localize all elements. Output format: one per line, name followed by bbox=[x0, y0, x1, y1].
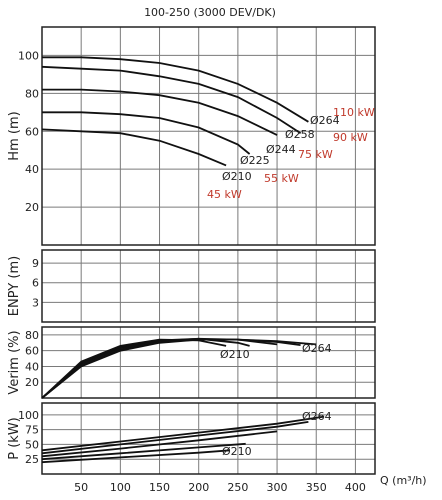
x-tick-label: 100 bbox=[110, 481, 131, 494]
power-curve-d244 bbox=[41, 430, 278, 458]
head-curve-d258 bbox=[41, 65, 302, 134]
efficiency-y-tick-label: 40 bbox=[25, 360, 39, 373]
x-tick-label: 400 bbox=[345, 481, 366, 494]
power-y-axis-label: P (kW) bbox=[7, 417, 22, 460]
head-y-tick-label: 60 bbox=[25, 125, 39, 138]
head-power-label: 45 kW bbox=[207, 188, 242, 201]
head-diameter-label: Ø258 bbox=[285, 128, 315, 141]
npsh-y-tick-label: 3 bbox=[32, 296, 39, 309]
power-y-tick-label: 25 bbox=[25, 453, 39, 466]
power-y-tick-label: 50 bbox=[25, 438, 39, 451]
x-tick-label: 350 bbox=[306, 481, 327, 494]
head-power-label: 90 kW bbox=[333, 131, 368, 144]
head-curve-d244 bbox=[42, 88, 278, 136]
head-y-tick-label: 100 bbox=[18, 49, 39, 62]
efficiency-y-axis-label: Verim (%) bbox=[7, 330, 22, 394]
x-tick-label: 250 bbox=[227, 481, 248, 494]
head-power-label: 55 kW bbox=[264, 172, 299, 185]
head-curve-d225 bbox=[42, 111, 251, 155]
head-diameter-label: Ø244 bbox=[266, 143, 296, 156]
power-diameter-label: Ø210 bbox=[222, 445, 252, 458]
power-y-tick-label: 100 bbox=[18, 409, 39, 422]
chart-title: 100-250 (3000 DEV/DK) bbox=[144, 6, 276, 19]
head-y-tick-label: 40 bbox=[25, 163, 39, 176]
npsh-y-tick-label: 9 bbox=[32, 257, 39, 270]
power-y-tick-label: 75 bbox=[25, 424, 39, 437]
head-diameter-label: Ø225 bbox=[240, 154, 270, 167]
head-y-tick-label: 80 bbox=[25, 87, 39, 100]
power-curve-d264 bbox=[41, 415, 325, 452]
power-curve-d210 bbox=[41, 449, 231, 464]
efficiency-curve-d264 bbox=[41, 338, 317, 399]
head-power-label: 110 kW bbox=[333, 106, 375, 119]
power-frame bbox=[41, 402, 376, 475]
efficiency-y-tick-label: 20 bbox=[25, 376, 39, 389]
head-diameter-label: Ø264 bbox=[310, 114, 340, 127]
x-tick-label: 50 bbox=[74, 481, 88, 494]
power-curve-d258 bbox=[41, 421, 309, 455]
head-y-axis-label: Hm (m) bbox=[7, 111, 22, 160]
x-tick-label: 300 bbox=[267, 481, 288, 494]
x-tick-label: 150 bbox=[149, 481, 170, 494]
npsh-y-axis-label: ENPY (m) bbox=[7, 256, 22, 316]
head-frame bbox=[41, 26, 376, 246]
efficiency-y-tick-label: 60 bbox=[25, 345, 39, 358]
efficiency-diameter-label: Ø210 bbox=[220, 348, 250, 361]
head-curve-d264 bbox=[42, 56, 309, 123]
x-axis-label: Q (m³/h) bbox=[380, 474, 427, 487]
head-curve-d210 bbox=[41, 128, 227, 167]
power-curve-d225 bbox=[41, 442, 246, 461]
efficiency-curve-d210 bbox=[41, 338, 227, 399]
efficiency-frame bbox=[41, 326, 376, 399]
efficiency-y-tick-label: 80 bbox=[25, 329, 39, 342]
x-tick-label: 200 bbox=[188, 481, 209, 494]
head-power-label: 75 kW bbox=[298, 148, 333, 161]
npsh-y-tick-label: 6 bbox=[32, 277, 39, 290]
npsh-panel: 3 6 9 ENPY (m) bbox=[7, 249, 376, 323]
head-diameter-label: Ø210 bbox=[222, 170, 252, 183]
efficiency-diameter-label: Ø264 bbox=[302, 342, 332, 355]
head-y-tick-label: 20 bbox=[25, 201, 39, 214]
npsh-frame bbox=[41, 249, 376, 323]
power-diameter-label: Ø264 bbox=[302, 410, 332, 423]
